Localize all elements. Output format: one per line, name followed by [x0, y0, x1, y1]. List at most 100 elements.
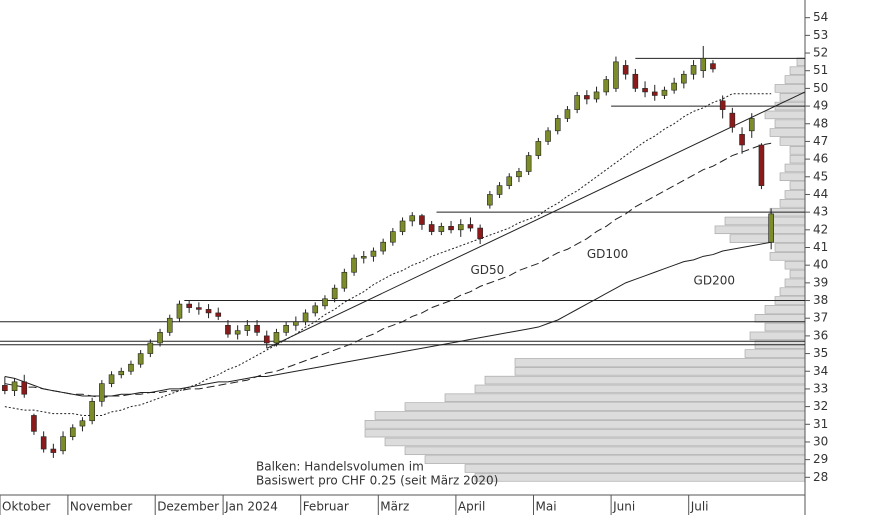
candle-body — [690, 65, 697, 75]
candle-body — [283, 324, 289, 333]
y-tick-label: 41 — [813, 240, 828, 254]
candle-body — [661, 89, 668, 96]
candle-body — [166, 317, 173, 333]
annotation: Balken: Handelsvolumen im — [256, 460, 424, 474]
y-tick-label: 34 — [813, 364, 828, 378]
y-tick-label: 37 — [813, 311, 828, 325]
y-tick-label: 33 — [813, 381, 828, 395]
candle-body — [322, 298, 328, 307]
volume-bar — [364, 428, 806, 438]
moving-average — [4, 142, 772, 399]
candle-body — [438, 225, 445, 232]
volume-bar — [484, 375, 806, 385]
candle-body — [729, 112, 736, 128]
volume-bar — [444, 393, 806, 402]
volume-bar — [774, 243, 806, 252]
volume-bar — [749, 331, 806, 341]
volume-bar — [374, 411, 806, 420]
candle-body — [293, 321, 299, 326]
candle-body — [584, 95, 590, 100]
y-tick-label: 28 — [813, 470, 828, 484]
candle-body — [496, 185, 503, 195]
candle-body — [603, 79, 610, 93]
y-tick-label: 40 — [813, 258, 828, 272]
volume-bar — [754, 313, 806, 323]
candle-body — [457, 224, 464, 231]
candle-body — [2, 385, 8, 391]
candle-body — [428, 224, 435, 232]
y-tick-label: 39 — [813, 275, 828, 289]
candle-body — [622, 65, 629, 75]
trendline — [266, 91, 806, 349]
line-label: GD50 — [470, 263, 504, 277]
x-tick-label: Jan 2024 — [224, 500, 278, 514]
volume-bar — [789, 66, 806, 75]
candle-body — [564, 109, 571, 119]
candle-body — [487, 194, 493, 206]
volume-bar — [714, 225, 806, 235]
candle-body — [331, 287, 338, 300]
candle-body — [40, 436, 47, 450]
x-tick-label: Juli — [690, 500, 709, 514]
candle-body — [99, 383, 105, 402]
y-tick-label: 50 — [813, 81, 828, 95]
candle-body — [176, 303, 183, 319]
candle-body — [390, 231, 396, 243]
candle-body — [89, 401, 95, 422]
y-tick-label: 53 — [813, 28, 828, 42]
candle-body — [506, 176, 513, 186]
candle-body — [739, 134, 745, 146]
volume-bar — [729, 234, 806, 243]
y-tick-label: 38 — [813, 293, 828, 307]
candle-body — [613, 61, 619, 89]
x-tick-label: Februar — [303, 500, 349, 514]
volume-bar — [779, 199, 806, 208]
candle-body — [147, 342, 154, 354]
volume-bar — [404, 446, 806, 456]
candle-body — [79, 420, 86, 427]
y-tick-label: 31 — [813, 417, 828, 431]
volume-bar — [764, 322, 806, 332]
y-tick-label: 30 — [813, 434, 828, 448]
volume-bar — [474, 384, 806, 394]
x-tick-label: Oktober — [2, 500, 50, 514]
candle-body — [196, 307, 202, 310]
moving-average — [4, 241, 772, 397]
volume-bar — [779, 172, 806, 182]
candle-body — [157, 332, 163, 344]
candle-body — [419, 215, 425, 225]
candle-body — [205, 309, 212, 314]
candle-body — [554, 118, 561, 132]
line-label: GD100 — [587, 247, 628, 261]
candle-body — [535, 141, 542, 156]
volume-bar — [364, 420, 806, 429]
candle-body — [234, 330, 241, 335]
candle-body — [710, 63, 716, 70]
volume-bar — [769, 252, 806, 261]
volume-bar — [784, 190, 806, 199]
volume-bar — [784, 75, 806, 84]
candle-body — [118, 370, 125, 376]
candle-body — [642, 88, 648, 93]
volume-bar — [744, 349, 806, 358]
y-tick-label: 54 — [813, 10, 828, 24]
volume-bar — [464, 464, 806, 473]
volume-bar — [789, 269, 806, 279]
candle-body — [768, 213, 774, 243]
volume-bar — [784, 163, 806, 173]
candle-body — [516, 171, 522, 178]
y-tick-label: 43 — [813, 205, 828, 219]
x-tick-label: Mai — [536, 500, 557, 514]
y-tick-label: 45 — [813, 169, 828, 183]
candle-body — [50, 448, 57, 453]
volume-bar — [779, 287, 806, 296]
y-tick-label: 35 — [813, 346, 828, 360]
candle-body — [574, 95, 580, 110]
volume-bar — [384, 437, 806, 447]
candle-body — [69, 427, 76, 437]
candle-body — [302, 312, 309, 323]
candle-body — [748, 118, 755, 132]
candle-body — [409, 215, 416, 222]
candle-body — [380, 241, 386, 252]
